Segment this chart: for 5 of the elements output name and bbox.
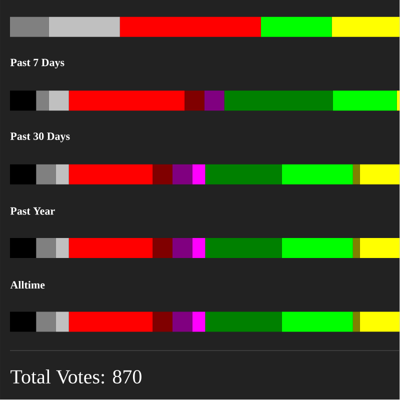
y-tick-label: Alltime bbox=[10, 281, 45, 289]
y-tick-label: Past Year bbox=[10, 208, 55, 215]
annotation: Total Votes: 870 bbox=[10, 370, 142, 384]
y-tick-label: Past 30 Days bbox=[10, 132, 70, 142]
y-tick-label: Past 7 Days bbox=[10, 59, 64, 69]
